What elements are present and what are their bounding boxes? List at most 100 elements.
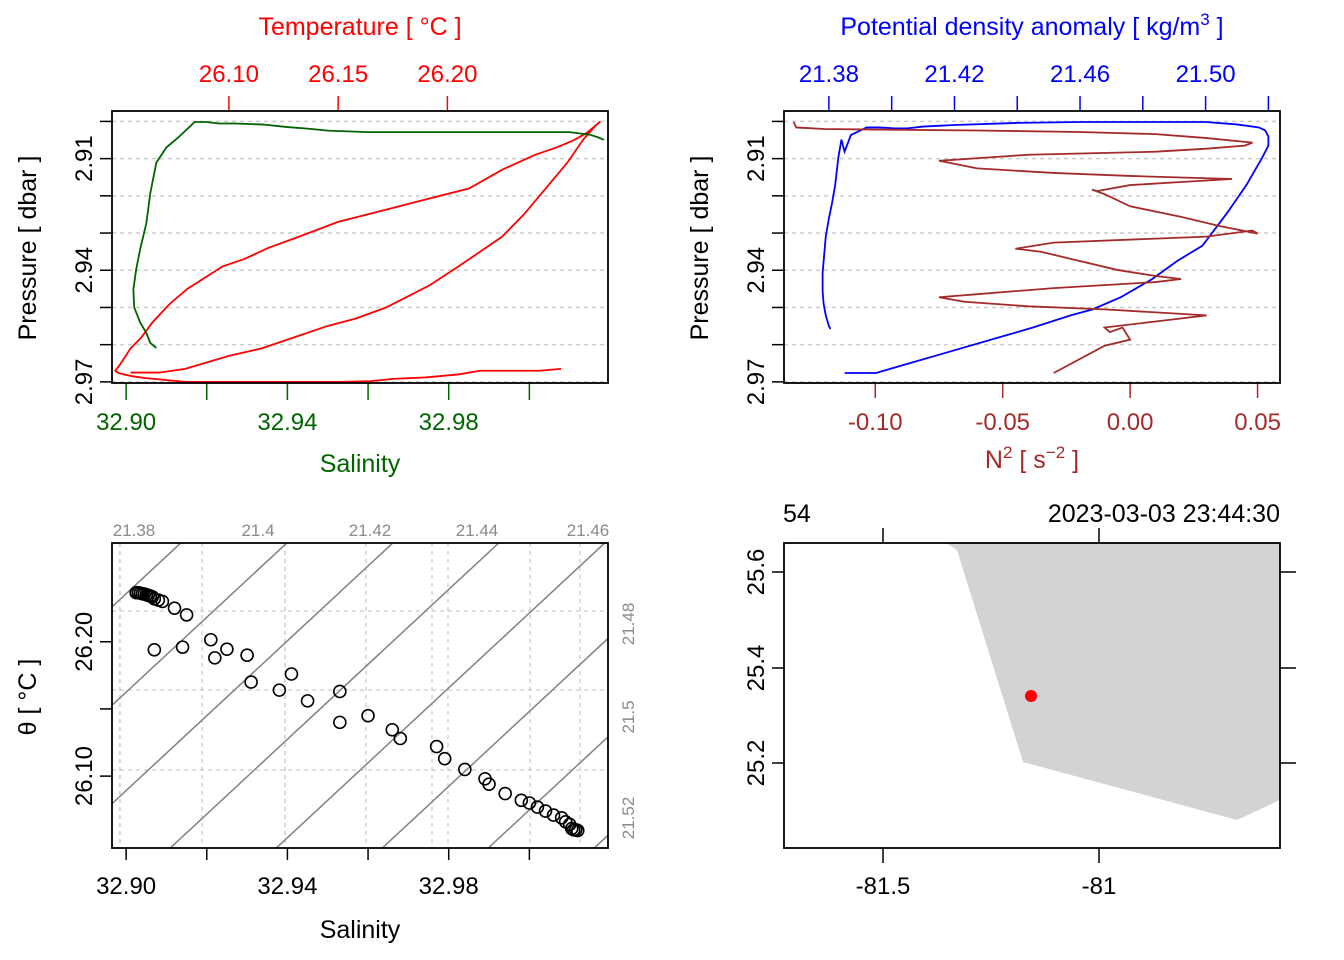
panel-temperature-salinity-profile: Temperature [ °C ] Salinity Pressure [ d… bbox=[14, 13, 609, 478]
n2-tick-label: 0.00 bbox=[1107, 409, 1154, 436]
panel1-bottom-axis-title: Salinity bbox=[320, 450, 401, 478]
density-contour-line bbox=[112, 543, 394, 805]
pressure-tick-label: 2.94 bbox=[743, 247, 770, 294]
panel2-top-axis-title: Potential density anomaly [ kg/m3 ] bbox=[840, 10, 1223, 41]
density-contour-line bbox=[275, 543, 606, 848]
n2-tick-label: -0.05 bbox=[975, 409, 1030, 436]
ts-point bbox=[240, 648, 254, 662]
panel1-y-axis-title: Pressure [ dbar ] bbox=[14, 156, 42, 341]
ts-point bbox=[167, 601, 182, 615]
theta-tick-label: 26.20 bbox=[71, 612, 98, 672]
ts-point bbox=[530, 800, 545, 814]
panel1-top-axis-title: Temperature [ °C ] bbox=[258, 13, 461, 41]
map-area bbox=[946, 543, 1280, 820]
ts-point bbox=[333, 684, 347, 699]
ts-point bbox=[179, 608, 194, 622]
salinity-tick-label: 32.90 bbox=[96, 409, 156, 436]
ts-point bbox=[458, 762, 472, 777]
density-tick-label: 21.42 bbox=[924, 61, 984, 88]
panel4-frame bbox=[783, 542, 1281, 849]
ts-point bbox=[203, 632, 218, 647]
ts-point bbox=[570, 823, 585, 838]
density-contour-label: 21.38 bbox=[113, 521, 156, 540]
density-contour-label: 21.44 bbox=[456, 521, 499, 540]
panel3-y-axis-title: θ [ °C ] bbox=[14, 659, 42, 736]
ts-point bbox=[272, 683, 287, 697]
density-contour-label: 21.46 bbox=[567, 521, 610, 540]
panel1-frame bbox=[111, 110, 609, 384]
salinity-tick-label: 32.94 bbox=[257, 409, 317, 436]
temperature-tick-label: 26.20 bbox=[417, 61, 477, 88]
pressure-tick-label: 2.91 bbox=[71, 135, 98, 182]
theta-tick-label: 26.10 bbox=[71, 746, 98, 806]
ts-point bbox=[482, 777, 496, 791]
ts-point bbox=[393, 731, 408, 746]
panel2-bottom-axis-title: N2 [ s−2 ] bbox=[985, 443, 1079, 474]
density-contour-label: 21.48 bbox=[619, 603, 638, 646]
ts-point bbox=[538, 804, 553, 818]
ts-point bbox=[437, 751, 452, 766]
density-contour-line bbox=[487, 735, 608, 848]
temperature-tick-label: 26.15 bbox=[308, 61, 368, 88]
ts-point bbox=[514, 793, 529, 808]
density-tick-label: 21.46 bbox=[1050, 61, 1110, 88]
ts-point bbox=[300, 694, 315, 708]
panel-station-map: 54 2023-03-03 23:44:30 -81.5 -81 25.6 25.4 2… bbox=[743, 500, 1296, 900]
panel-ts-diagram: Salinity θ [ °C ] 21.38 21.4 21.42 21.44 21.… bbox=[14, 521, 638, 944]
ts-point bbox=[429, 739, 444, 754]
ts-point bbox=[220, 642, 234, 656]
ts-point bbox=[155, 594, 170, 609]
ts-plot-area bbox=[112, 543, 608, 848]
density-contour-line bbox=[381, 637, 608, 848]
temperature-tick-label: 26.10 bbox=[199, 61, 259, 88]
salinity-profile-line bbox=[132, 121, 605, 349]
density-contour-line bbox=[112, 543, 288, 707]
ts-point bbox=[546, 808, 561, 822]
map-station-label: 54 bbox=[783, 500, 811, 528]
salinity-tick-label: 32.90 bbox=[96, 873, 156, 900]
density-contour-label: 21.42 bbox=[349, 521, 392, 540]
longitude-tick-label: -81 bbox=[1082, 873, 1117, 900]
density-profile-line bbox=[821, 121, 1270, 374]
longitude-tick-label: -81.5 bbox=[856, 873, 911, 900]
ts-point bbox=[554, 810, 569, 825]
pressure-tick-label: 2.97 bbox=[71, 359, 98, 406]
ts-point bbox=[361, 708, 375, 723]
latitude-tick-label: 25.2 bbox=[743, 740, 770, 787]
latitude-tick-label: 25.4 bbox=[743, 645, 770, 692]
ts-point bbox=[175, 640, 190, 654]
ts-point bbox=[385, 722, 400, 737]
panel3-x-axis-title: Salinity bbox=[320, 916, 401, 944]
density-tick-label: 21.38 bbox=[799, 61, 859, 88]
ts-point bbox=[333, 715, 347, 730]
panel2-frame bbox=[783, 110, 1281, 384]
density-tick-label: 21.50 bbox=[1176, 61, 1236, 88]
density-contour-label: 21.5 bbox=[619, 700, 638, 733]
n2-tick-label: -0.10 bbox=[848, 409, 903, 436]
station-point bbox=[1025, 690, 1037, 702]
density-contour-line bbox=[112, 543, 182, 608]
panel-density-n2-profile: Potential density anomaly [ kg/m3 ] N2 [… bbox=[686, 10, 1281, 474]
temperature-profile-line bbox=[114, 120, 601, 383]
ts-point bbox=[147, 643, 162, 657]
panel3-frame bbox=[111, 542, 609, 849]
salinity-tick-label: 32.94 bbox=[257, 873, 317, 900]
ts-point bbox=[498, 786, 512, 801]
pressure-tick-label: 2.94 bbox=[71, 247, 98, 294]
pressure-tick-label: 2.97 bbox=[743, 359, 770, 406]
salinity-tick-label: 32.98 bbox=[419, 409, 479, 436]
latitude-tick-label: 25.6 bbox=[743, 549, 770, 596]
density-contour-label: 21.52 bbox=[619, 797, 638, 840]
ts-point bbox=[522, 796, 537, 810]
ts-point bbox=[244, 675, 258, 689]
density-contour-label: 21.4 bbox=[241, 521, 274, 540]
n2-tick-label: 0.05 bbox=[1234, 409, 1281, 436]
salinity-tick-label: 32.98 bbox=[419, 873, 479, 900]
n2-profile-line bbox=[792, 121, 1259, 374]
map-time-label: 2023-03-03 23:44:30 bbox=[1048, 500, 1280, 528]
panel2-y-axis-title: Pressure [ dbar ] bbox=[686, 156, 714, 341]
land-polygon bbox=[946, 543, 1280, 820]
density-contour-line bbox=[169, 543, 500, 848]
ts-point bbox=[208, 651, 222, 665]
